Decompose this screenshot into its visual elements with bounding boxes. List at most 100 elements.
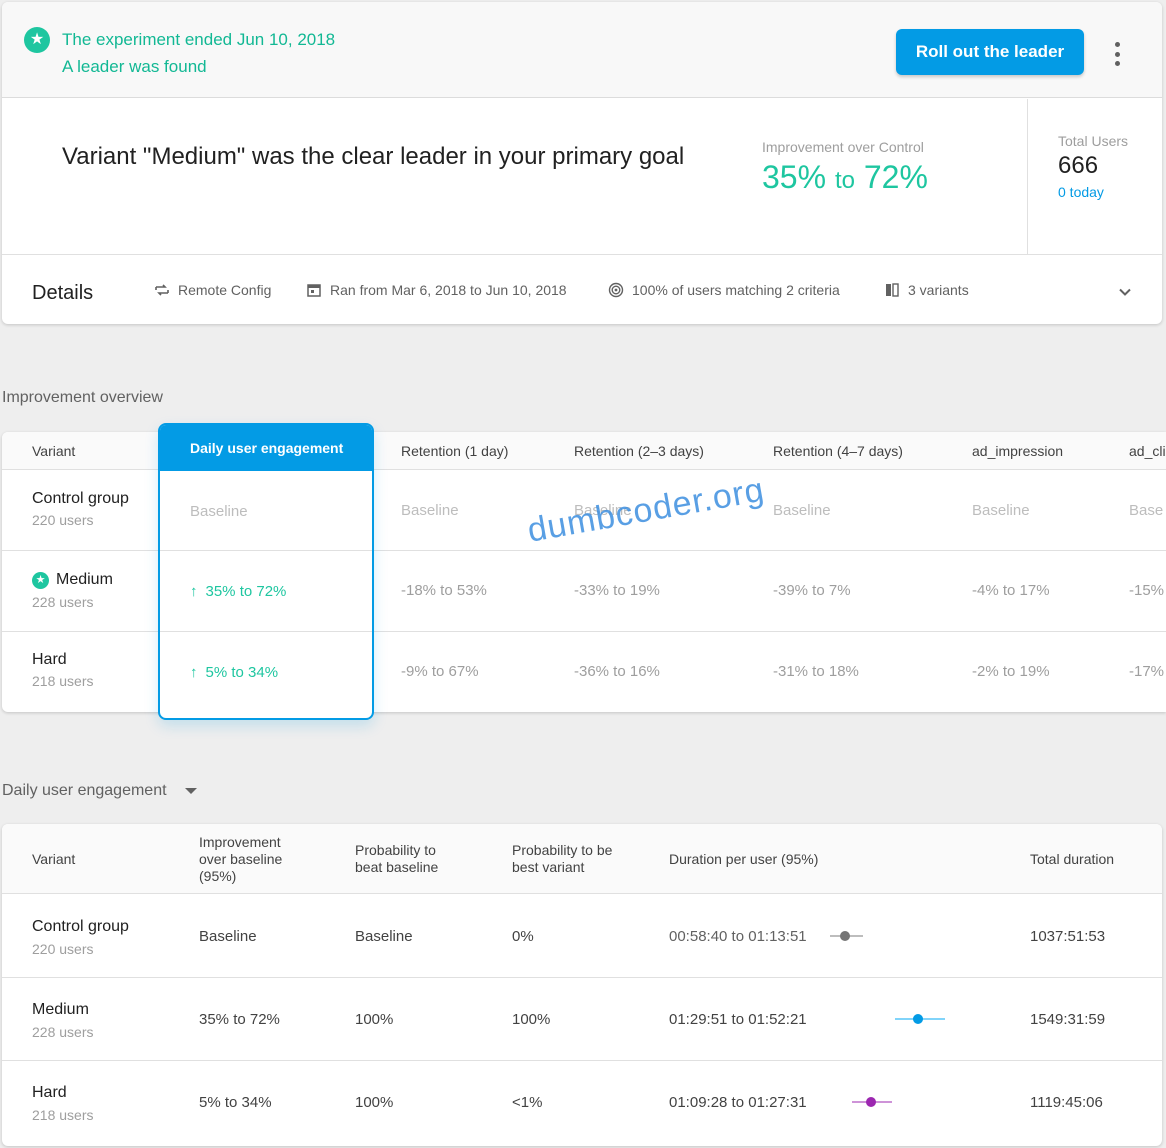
detail-date-range: Ran from Mar 6, 2018 to Jun 10, 2018 xyxy=(306,282,567,298)
overview-header-retention-1[interactable]: Retention (1 day) xyxy=(401,443,509,459)
overview-cell: -18% to 53% xyxy=(401,582,487,599)
overview-cell: Baseline xyxy=(401,502,459,519)
improvement-high: 72% xyxy=(863,159,928,195)
engagement-cell: 5% to 34% xyxy=(199,1094,272,1111)
overview-cell: Baseline xyxy=(574,502,632,519)
details-row[interactable]: Details Remote Config Ran from Mar 6, 20… xyxy=(2,255,1162,324)
engagement-cell: 1549:31:59 xyxy=(1030,1011,1106,1028)
engagement-cell: 100% xyxy=(512,1011,551,1028)
engagement-cell: 01:29:51 to 01:52:21 xyxy=(669,1011,807,1028)
overview-cell: -4% to 17% xyxy=(972,582,1050,599)
engagement-header-total: Total duration xyxy=(1030,851,1115,867)
experiment-summary-card: ★ The experiment ended Jun 10, 2018 A le… xyxy=(2,2,1162,324)
engagement-cell: 0% xyxy=(512,928,534,945)
overview-cell: -2% to 19% xyxy=(972,663,1050,680)
overview-cell: -31% to 18% xyxy=(773,663,859,680)
overview-cell-value: 5% to 34% xyxy=(205,664,279,681)
roll-out-leader-button[interactable]: Roll out the leader xyxy=(896,29,1084,75)
improvement-to: to xyxy=(834,167,855,194)
overview-cell: -39% to 7% xyxy=(773,582,851,599)
overview-cell: -33% to 19% xyxy=(574,582,660,599)
experiment-status-banner: ★ The experiment ended Jun 10, 2018 A le… xyxy=(2,2,1162,98)
users-today: 0 today xyxy=(1058,184,1104,200)
date-range-label: Ran from Mar 6, 2018 to Jun 10, 2018 xyxy=(330,282,567,298)
row-divider xyxy=(2,977,1162,978)
total-users-label: Total Users xyxy=(1058,133,1129,149)
star-icon: ★ xyxy=(32,571,49,589)
engagement-header-variant: Variant xyxy=(32,851,76,867)
confidence-interval-point xyxy=(866,1097,876,1107)
row-divider xyxy=(160,631,372,632)
row-divider xyxy=(160,550,372,551)
engagement-cell: 100% xyxy=(355,1094,394,1111)
leader-headline: Variant "Medium" was the clear leader in… xyxy=(62,143,685,170)
overview-header-variant: Variant xyxy=(32,443,76,459)
engagement-cell: 00:58:40 to 01:13:51 xyxy=(669,928,807,945)
remote-config-icon xyxy=(155,284,169,296)
dropdown-arrow-icon[interactable] xyxy=(185,787,197,794)
improvement-overview-title: Improvement overview xyxy=(2,389,163,406)
overview-cell: -9% to 67% xyxy=(401,663,479,680)
overview-cell-positive: ↑ 35% to 72% xyxy=(190,583,286,600)
chevron-down-icon[interactable] xyxy=(1118,285,1132,299)
row-divider xyxy=(2,1060,1162,1061)
variants-label: 3 variants xyxy=(908,282,969,298)
confidence-interval-point xyxy=(840,931,850,941)
detail-variants: 3 variants xyxy=(884,282,969,298)
overview-cell: Base xyxy=(1129,502,1164,519)
overview-cell: -17% xyxy=(1129,663,1165,680)
total-users-value: 666 xyxy=(1058,152,1099,179)
engagement-variant-users: 220 users xyxy=(32,941,94,957)
calendar-icon xyxy=(307,284,321,297)
details-title: Details xyxy=(32,282,94,304)
more-vert-icon[interactable] xyxy=(1108,40,1126,68)
target-icon xyxy=(608,282,624,298)
star-icon: ★ xyxy=(24,27,50,53)
detail-remote-config: Remote Config xyxy=(154,282,271,298)
leader-summary: Variant "Medium" was the clear leader in… xyxy=(2,99,1162,255)
overview-cell: -36% to 16% xyxy=(574,663,660,680)
engagement-variant-name: Control group xyxy=(32,918,129,935)
targeting-label: 100% of users matching 2 criteria xyxy=(632,282,840,298)
total-users-box: Total Users 666 0 today xyxy=(1027,99,1162,255)
overview-header-ad-impression[interactable]: ad_impression xyxy=(972,443,1064,459)
overview-cell: Baseline xyxy=(773,502,831,519)
daily-engagement-column[interactable]: Daily user engagement Baseline ↑ 35% to … xyxy=(158,423,374,720)
overview-header-ad-click[interactable]: ad_cli xyxy=(1129,443,1166,459)
engagement-header-row xyxy=(2,824,1162,894)
engagement-variant-users: 218 users xyxy=(32,1107,94,1123)
engagement-cell: 1119:45:06 xyxy=(1030,1094,1103,1111)
overview-header-retention-4-7[interactable]: Retention (4–7 days) xyxy=(773,443,903,459)
engagement-header-prob-best: Probability to be best variant xyxy=(512,842,613,875)
engagement-cell: 35% to 72% xyxy=(199,1011,280,1028)
confidence-interval-point xyxy=(913,1014,923,1024)
engagement-cell: 01:09:28 to 01:27:31 xyxy=(669,1094,807,1111)
arrow-up-icon: ↑ xyxy=(190,583,198,600)
overview-variant-users: 220 users xyxy=(32,512,94,528)
overview-cell: Baseline xyxy=(972,502,1030,519)
engagement-cell: <1% xyxy=(512,1094,543,1111)
engagement-header-duration: Duration per user (95%) xyxy=(669,851,819,867)
overview-variant-name: Control group xyxy=(32,490,129,507)
improvement-label: Improvement over Control xyxy=(762,139,924,155)
experiment-status-subtitle: A leader was found xyxy=(62,57,207,76)
engagement-variant-users: 228 users xyxy=(32,1024,94,1040)
overview-cell-value: 35% to 72% xyxy=(205,583,287,600)
overview-cell: -15% xyxy=(1129,582,1165,599)
overview-cell: Baseline xyxy=(190,503,248,520)
engagement-variant-name: Medium xyxy=(32,1001,89,1018)
engagement-metric-label: Daily user engagement xyxy=(2,782,167,799)
row-divider xyxy=(2,550,1166,551)
engagement-variant-name: Hard xyxy=(32,1084,67,1101)
engagement-header-prob-beat: Probability to beat baseline xyxy=(355,842,439,875)
overview-cell-positive: ↑ 5% to 34% xyxy=(190,664,278,681)
overview-header-daily-engagement[interactable]: Daily user engagement xyxy=(160,425,372,471)
engagement-section-title[interactable]: Daily user engagement xyxy=(2,782,197,800)
variants-icon xyxy=(886,283,899,297)
engagement-cell: 100% xyxy=(355,1011,394,1028)
overview-variant-label: Medium xyxy=(56,571,113,588)
arrow-up-icon: ↑ xyxy=(190,664,198,681)
improvement-range: 35% to 72% xyxy=(762,159,928,196)
engagement-table: Variant Improvement over baseline (95%) … xyxy=(2,824,1162,1146)
overview-header-retention-2-3[interactable]: Retention (2–3 days) xyxy=(574,443,704,459)
